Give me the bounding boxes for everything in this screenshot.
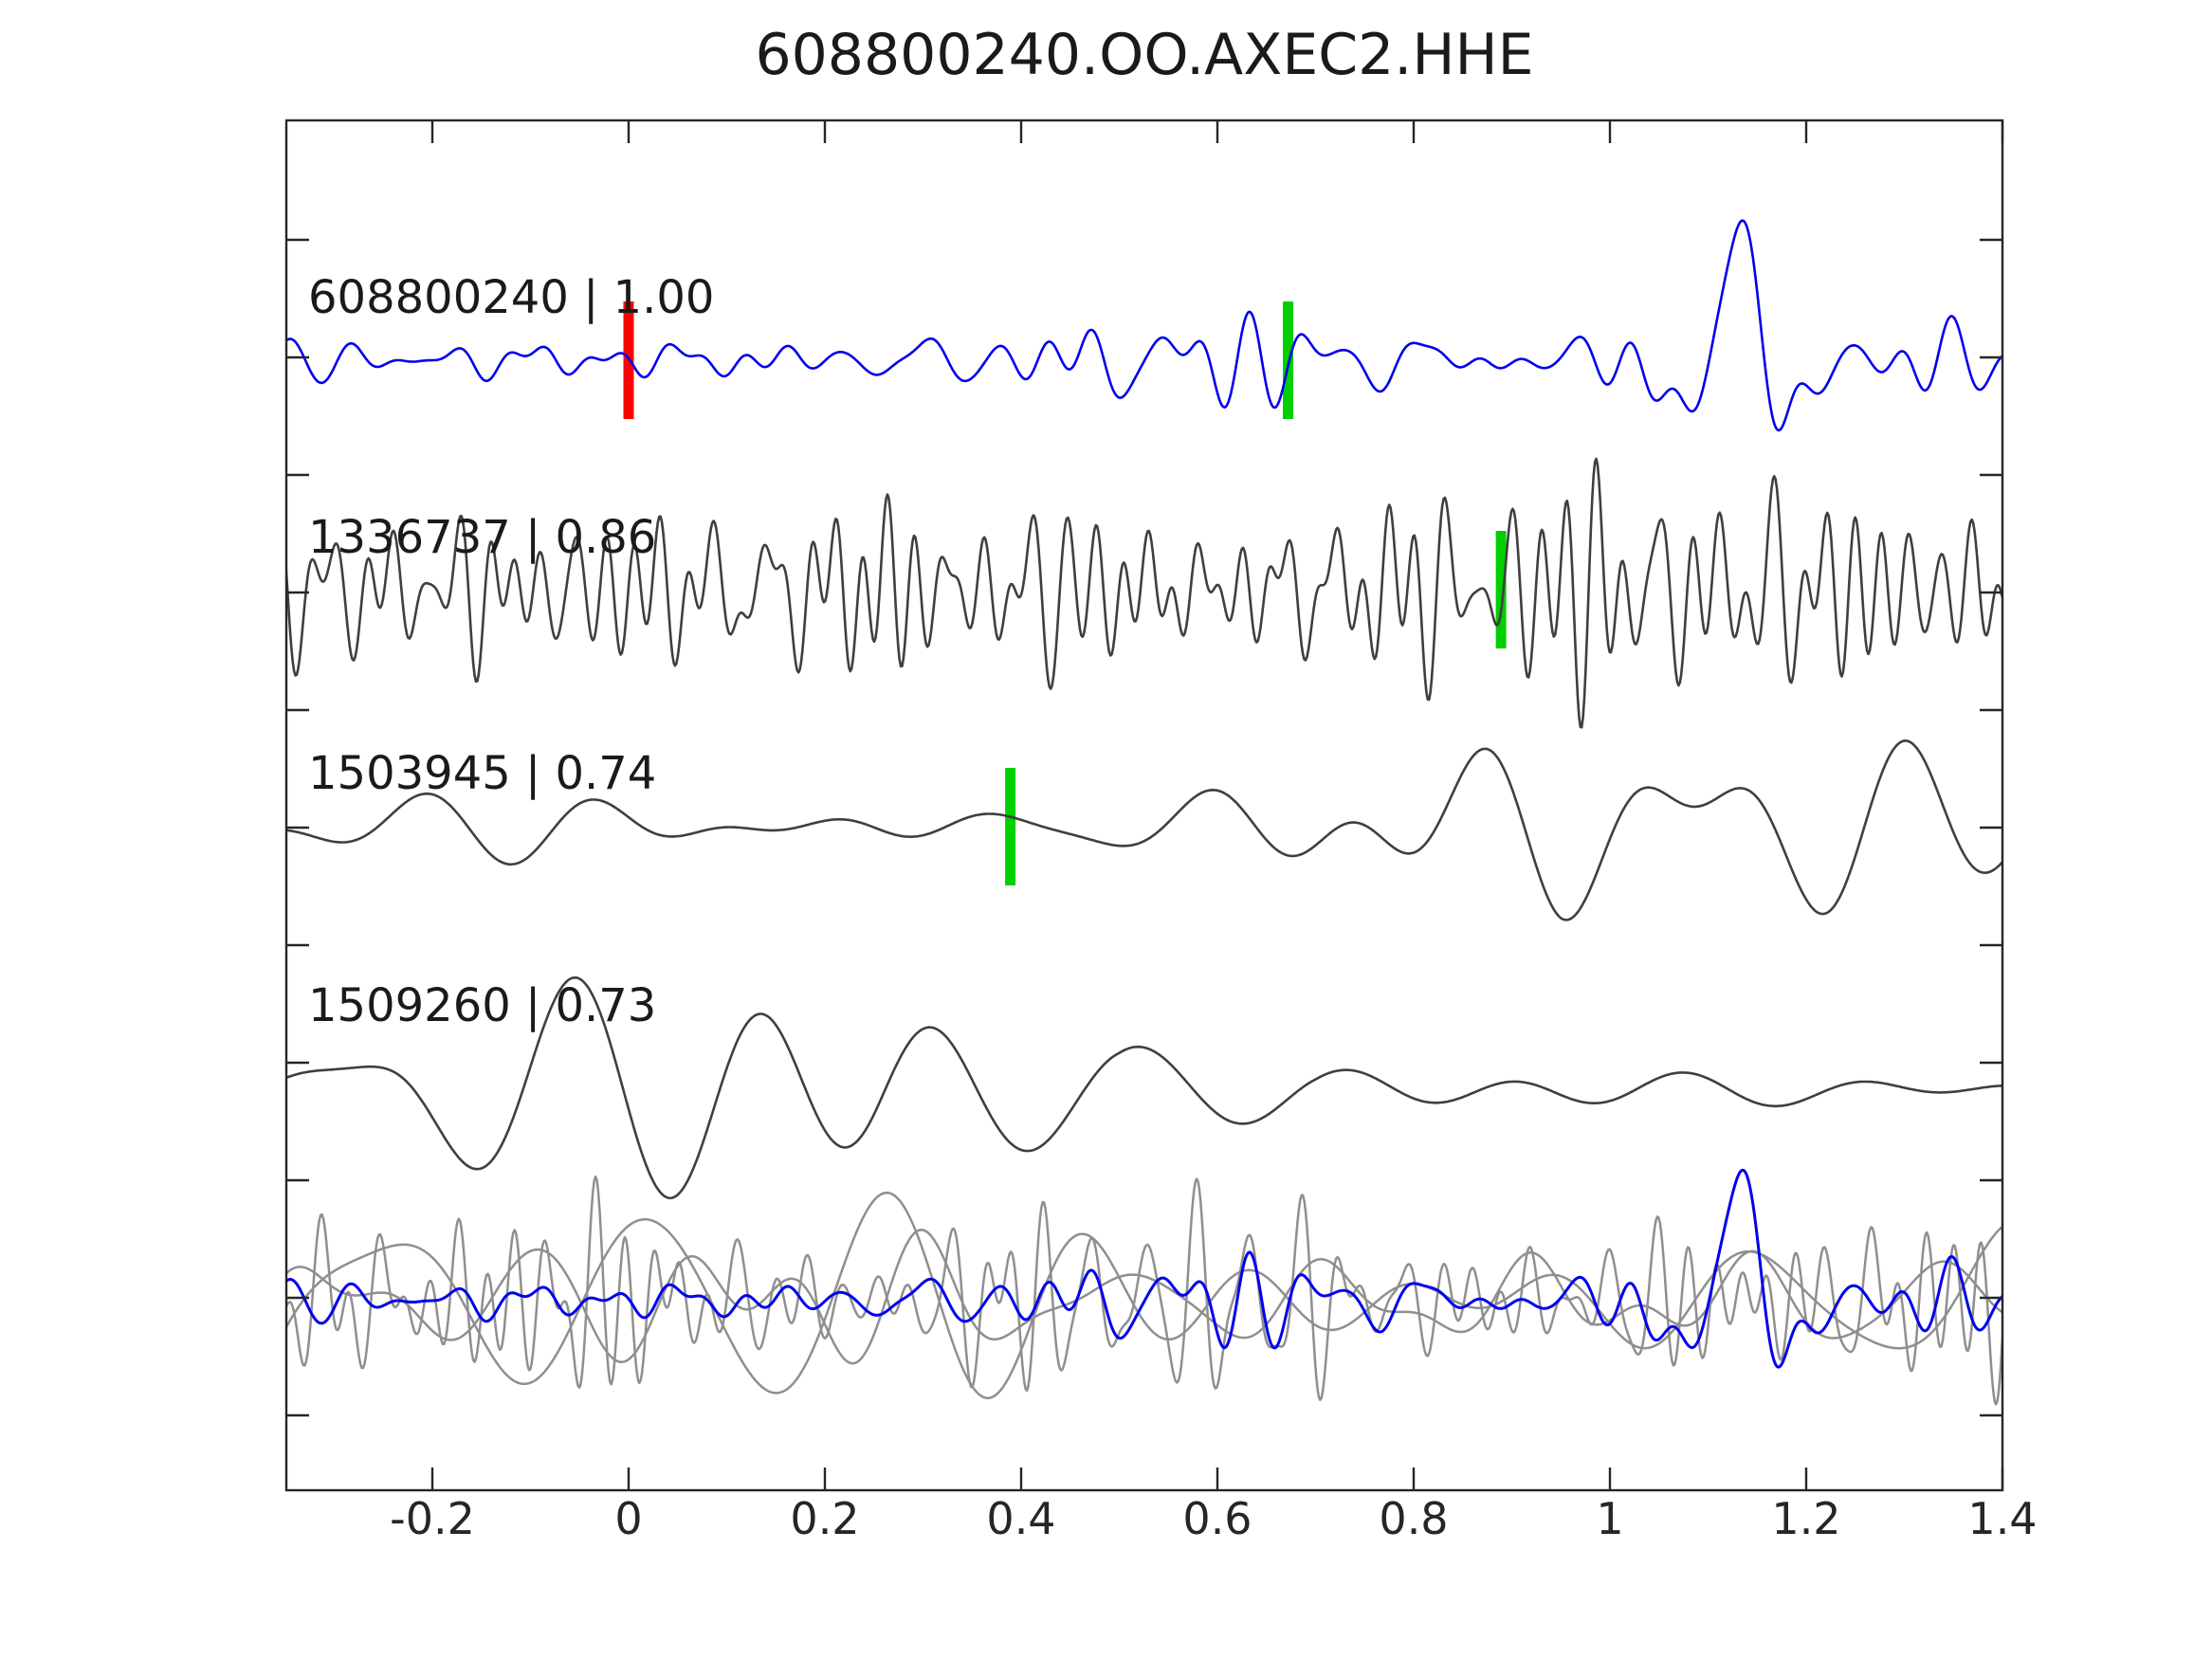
x-tick-label: 1.4 (1967, 1493, 2037, 1544)
x-tick-label: -0.2 (390, 1493, 475, 1544)
x-tick-label: 0.8 (1379, 1493, 1448, 1544)
trace-labels-group: 608800240 | 1.00 1336737 | 0.86 1503945 | … (308, 271, 714, 1032)
x-tick-label: 0.2 (790, 1493, 859, 1544)
trace-label-1503945: 1503945 | 0.74 (308, 747, 656, 800)
waveform-trace-overlay-detection-3 (286, 1229, 2002, 1365)
x-tick-label: 0.4 (986, 1493, 1055, 1544)
x-tick-label: 1.2 (1771, 1493, 1840, 1544)
waveform-trace-overlay-template (286, 1168, 2002, 1369)
trace-label-608800240: 608800240 | 1.00 (308, 271, 714, 324)
x-tick-label: 0.6 (1182, 1493, 1252, 1544)
waveform-trace-1336737 (286, 457, 2002, 729)
x-tick-label: 0 (614, 1493, 642, 1544)
axis-ticks-group (286, 120, 2004, 1490)
axis-box (284, 118, 2004, 1492)
waveform-trace-overlay-detection-1 (286, 1175, 2002, 1406)
waveform-trace-608800240 (286, 219, 2002, 432)
waveform-trace-1509260 (286, 975, 2002, 1200)
pick-marker-green (1283, 301, 1294, 419)
trace-label-1336737: 1336737 | 0.86 (308, 511, 656, 564)
pick-marker-green (1495, 531, 1507, 648)
waveform-trace-1503945 (286, 738, 2002, 921)
x-tick-label: 1 (1596, 1493, 1623, 1544)
pick-marker-green (1005, 768, 1016, 885)
waveform-trace-overlay-detection-2 (286, 1191, 2002, 1399)
waveform-traces-group (286, 219, 2002, 1406)
x-tick-labels-group: -0.2 0 0.2 0.4 0.6 0.8 1 1.2 1.4 (390, 1493, 2037, 1544)
trace-label-1509260: 1509260 | 0.73 (308, 979, 656, 1032)
figure-title: 608800240.OO.AXEC2.HHE (755, 22, 1533, 88)
